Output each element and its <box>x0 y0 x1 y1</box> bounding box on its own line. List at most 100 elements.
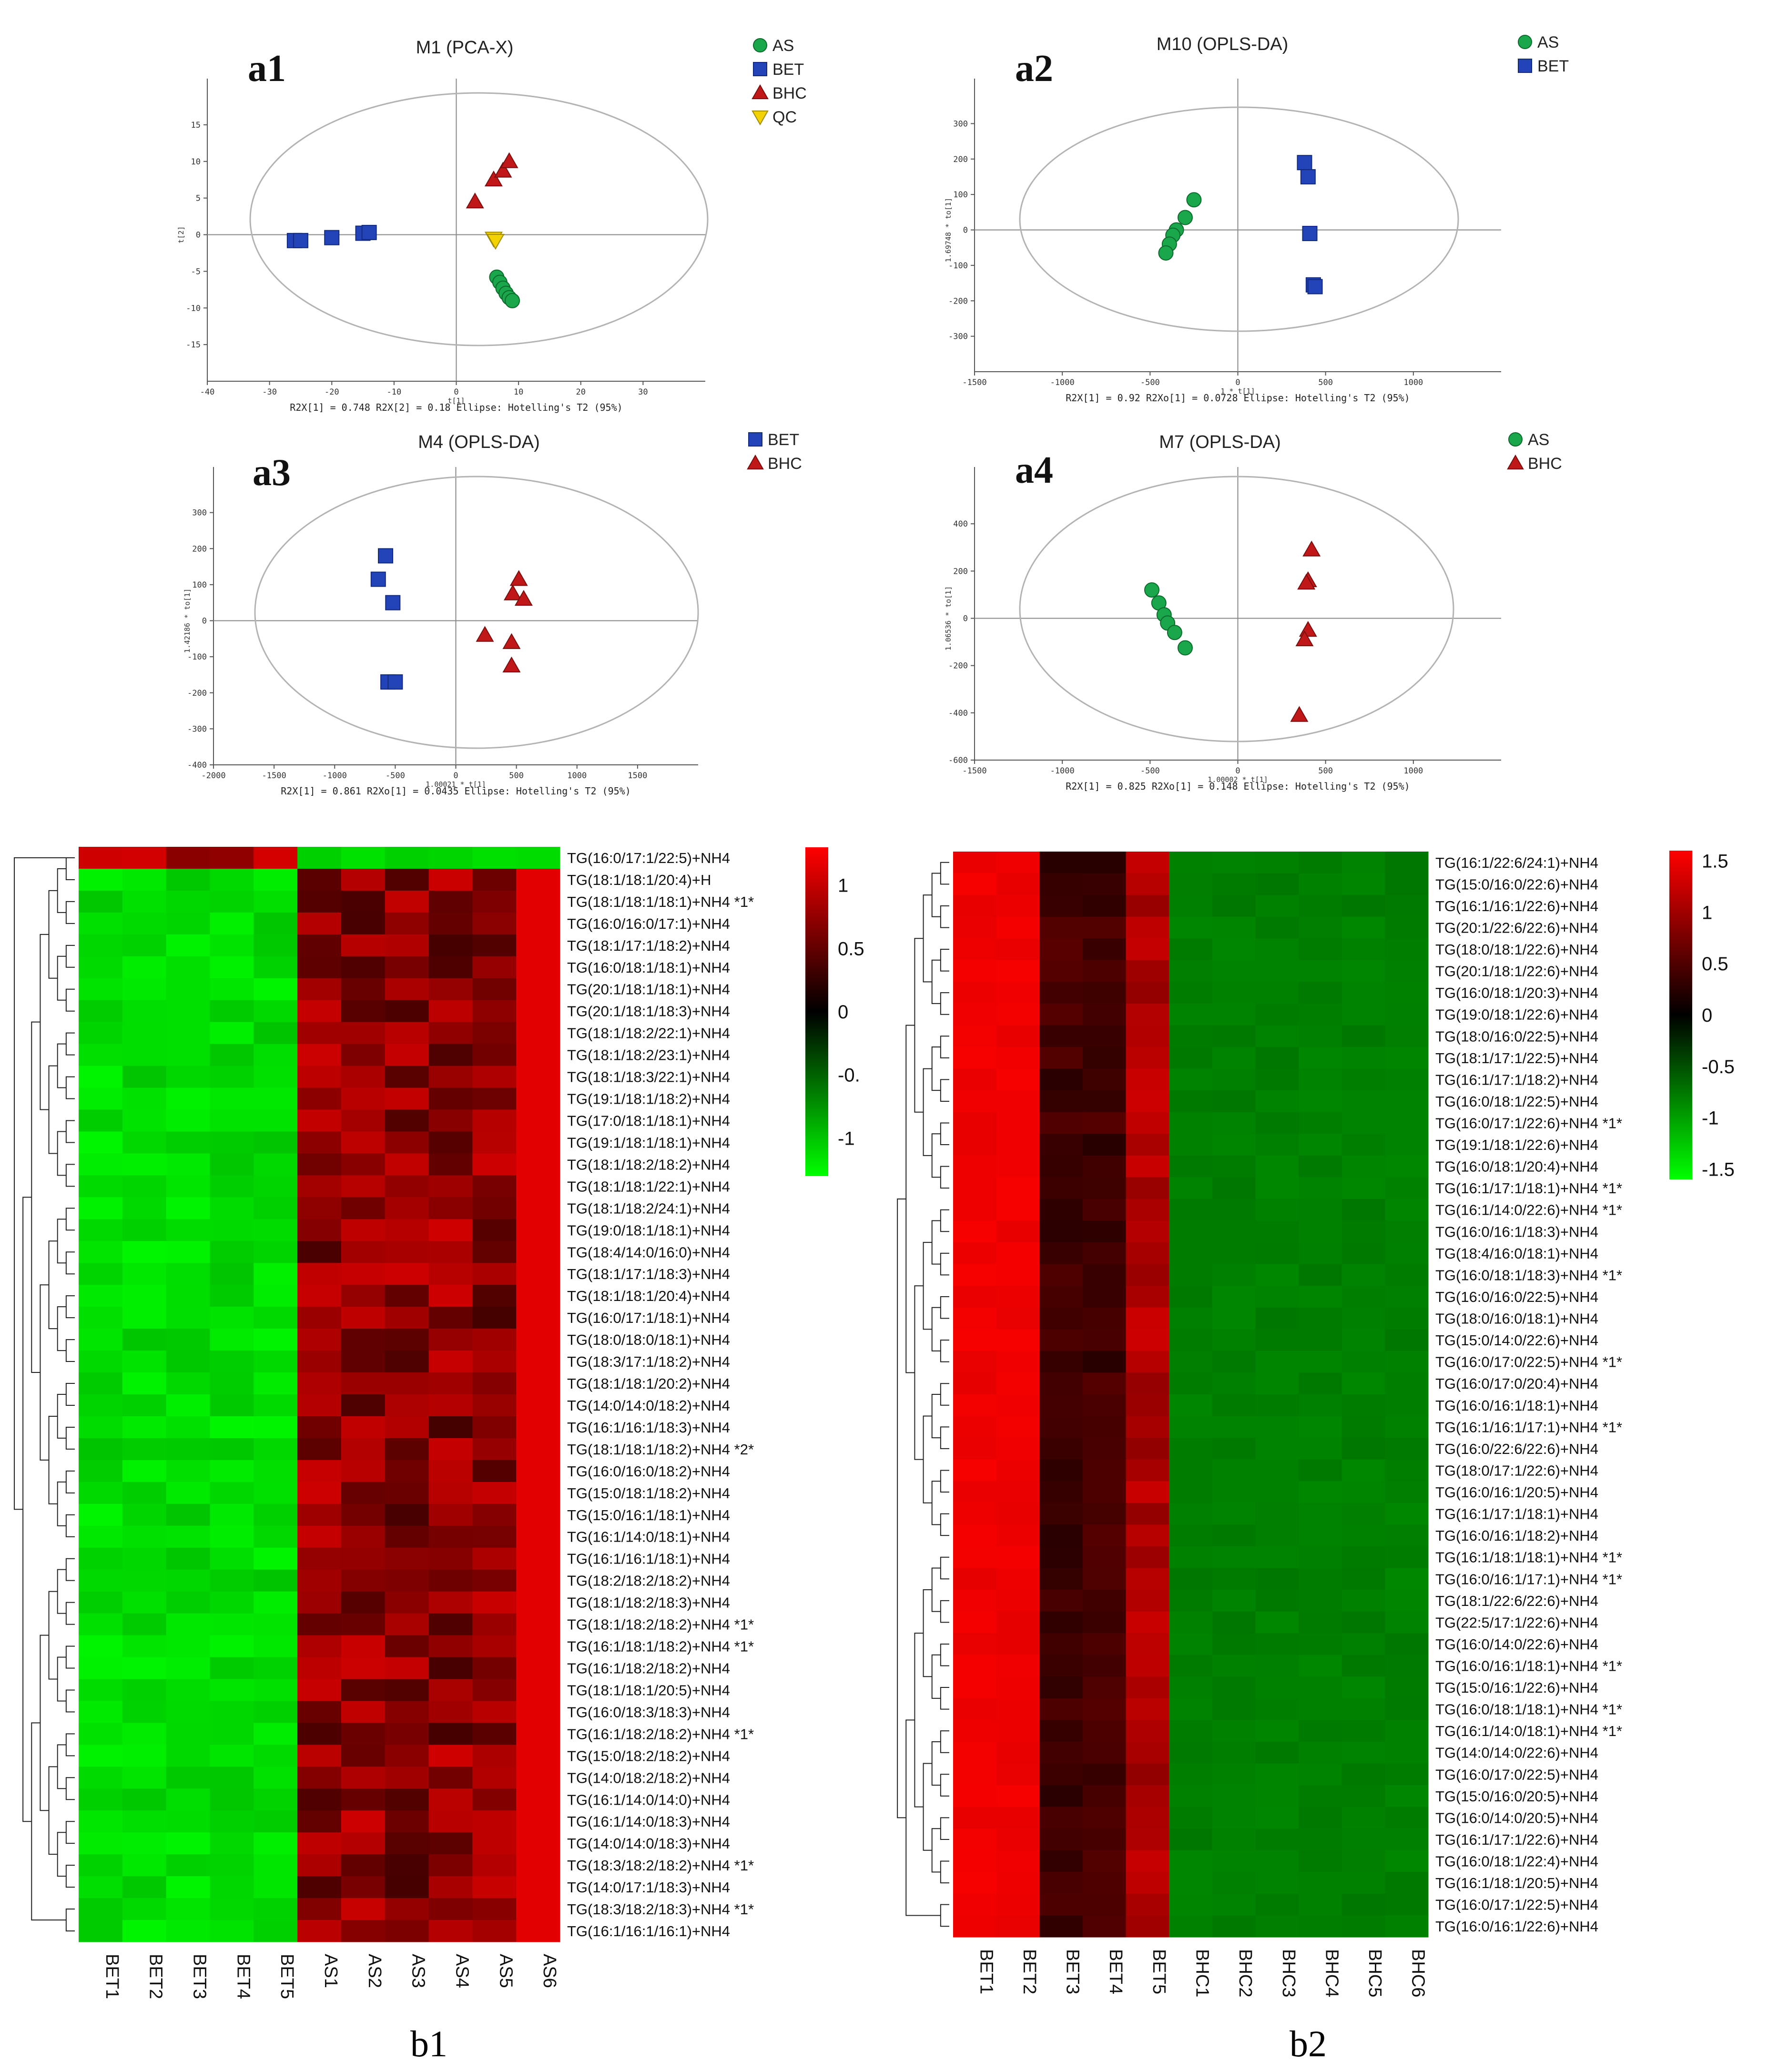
heatmap-cell <box>1212 1286 1256 1308</box>
heatmap-cell <box>341 1153 386 1176</box>
heatmap-cell <box>79 978 123 1001</box>
heatmap-cell <box>1169 1394 1213 1417</box>
panel-label-b1: b1 <box>410 2023 447 2064</box>
heatmap-cell <box>1255 1047 1299 1069</box>
heatmap-cell <box>1255 982 1299 1004</box>
heatmap-cell <box>1299 1503 1342 1525</box>
heatmap-cell <box>1082 1155 1127 1178</box>
dendrogram-branch <box>940 992 949 1015</box>
heatmap-cell <box>1212 895 1256 917</box>
heatmap-cell <box>953 1915 997 1938</box>
row-label: TG(16:0/16:1/17:1)+NH4 *1* <box>1435 1571 1622 1587</box>
heatmap-cell <box>385 1569 429 1592</box>
heatmap-cell <box>1039 1307 1083 1330</box>
heatmap-cell <box>516 1854 560 1877</box>
heatmap-cell <box>1039 1177 1083 1199</box>
row-label: TG(16:0/16:1/18:1)+NH4 *1* <box>1435 1658 1622 1675</box>
heatmap-cell <box>1341 1763 1385 1786</box>
heatmap-cell <box>1341 852 1385 874</box>
heatmap-cell <box>122 1898 167 1920</box>
heatmap-cell <box>1126 1307 1169 1330</box>
heatmap-cell <box>1341 1676 1385 1699</box>
heatmap-cell <box>1255 1177 1299 1199</box>
heatmap-cell <box>254 1920 298 1942</box>
point-as <box>505 293 520 308</box>
heatmap-cell <box>953 1720 997 1742</box>
heatmap-cell <box>341 1701 386 1723</box>
heatmap-cell <box>341 1525 386 1548</box>
heatmap-cell <box>210 1635 254 1658</box>
heatmap-cell <box>166 1438 210 1461</box>
heatmap-cell <box>79 1788 123 1811</box>
heatmap-cell <box>1039 1611 1083 1634</box>
heatmap-cell <box>1255 1741 1299 1764</box>
heatmap-cell <box>996 1177 1040 1199</box>
heatmap-cell <box>254 1898 298 1920</box>
heatmap-cell <box>385 934 429 957</box>
heatmap-cell <box>341 1087 386 1110</box>
heatmap-cell <box>1039 852 1083 874</box>
heatmap-cell <box>210 1022 254 1045</box>
heatmap-cell <box>1169 1459 1213 1482</box>
heatmap-cell <box>1299 960 1342 982</box>
heatmap-cell <box>1385 1372 1429 1395</box>
heatmap-cell <box>1082 1568 1127 1590</box>
heatmap-cell <box>1126 1503 1169 1525</box>
heatmap-cell <box>1341 1242 1385 1265</box>
heatmap-cell <box>1299 1025 1342 1047</box>
x-tick-label: -1000 <box>1050 378 1075 387</box>
heatmap-cell <box>210 1876 254 1899</box>
heatmap-cell <box>1212 1351 1256 1373</box>
heatmap-cell <box>341 1109 386 1132</box>
heatmap-cell <box>297 1241 342 1263</box>
row-label: TG(18:1/18:2/18:2)+NH4 <box>567 1156 730 1173</box>
heatmap-cell <box>1082 1351 1127 1373</box>
legend-marker-bet <box>753 62 767 76</box>
heatmap-cell <box>1126 1633 1169 1656</box>
heatmap-cell <box>166 1482 210 1504</box>
heatmap-cell <box>1299 1351 1342 1373</box>
heatmap-cell <box>385 1438 429 1461</box>
heatmap-cell <box>472 1438 517 1461</box>
heatmap-cell <box>1255 916 1299 939</box>
heatmap-cell <box>1341 1438 1385 1460</box>
row-label: TG(18:1/17:1/18:3)+NH4 <box>567 1266 730 1282</box>
heatmap-cell <box>1255 1568 1299 1590</box>
heatmap-cell <box>385 1635 429 1658</box>
heatmap-cell <box>1169 1307 1213 1330</box>
heatmap-cell <box>996 1503 1040 1525</box>
y-tick-label: -400 <box>187 761 207 770</box>
heatmap-cell <box>472 1329 517 1351</box>
row-label: TG(19:1/18:1/22:6)+NH4 <box>1435 1137 1598 1153</box>
heatmap-cell <box>516 1635 560 1658</box>
heatmap-cell <box>79 1898 123 1920</box>
row-label: TG(16:0/17:0/20:4)+NH4 <box>1435 1375 1598 1392</box>
heatmap-cell <box>516 1416 560 1439</box>
heatmap-cell <box>1212 1893 1256 1916</box>
heatmap-cell <box>254 1657 298 1679</box>
row-label: TG(16:0/14:0/20:5)+NH4 <box>1435 1809 1598 1826</box>
heatmap-cell <box>1385 1763 1429 1786</box>
heatmap-cell <box>1299 1763 1342 1786</box>
legend-marker-as <box>1508 432 1523 447</box>
heatmap-cell <box>428 1175 473 1198</box>
heatmap-cell <box>1299 1655 1342 1677</box>
heatmap-cell <box>1385 1741 1429 1764</box>
hotelling-ellipse <box>1019 106 1459 332</box>
row-label: TG(14:0/14:0/22:6)+NH4 <box>1435 1745 1598 1761</box>
heatmap-cell <box>953 1785 997 1808</box>
row-label: TG(16:1/17:1/18:1)+NH4 *1* <box>1435 1180 1622 1197</box>
heatmap-cell <box>1169 1785 1213 1808</box>
heatmap-cell <box>1039 1872 1083 1894</box>
heatmap-cell <box>122 1372 167 1395</box>
heatmap-cell <box>1082 1524 1127 1547</box>
colorbar-tick-label: -0. <box>838 1065 860 1086</box>
row-label: TG(16:0/17:0/22:5)+NH4 *1* <box>1435 1354 1622 1371</box>
row-label: TG(16:0/17:1/22:6)+NH4 *1* <box>1435 1115 1622 1132</box>
row-label: TG(16:1/18:1/20:5)+NH4 <box>1435 1875 1598 1891</box>
heatmap-cell <box>472 1000 517 1023</box>
heatmap-cell <box>428 1109 473 1132</box>
heatmap-cell <box>122 1745 167 1767</box>
heatmap-cell <box>428 1241 473 1263</box>
heatmap-cell <box>297 1635 342 1658</box>
